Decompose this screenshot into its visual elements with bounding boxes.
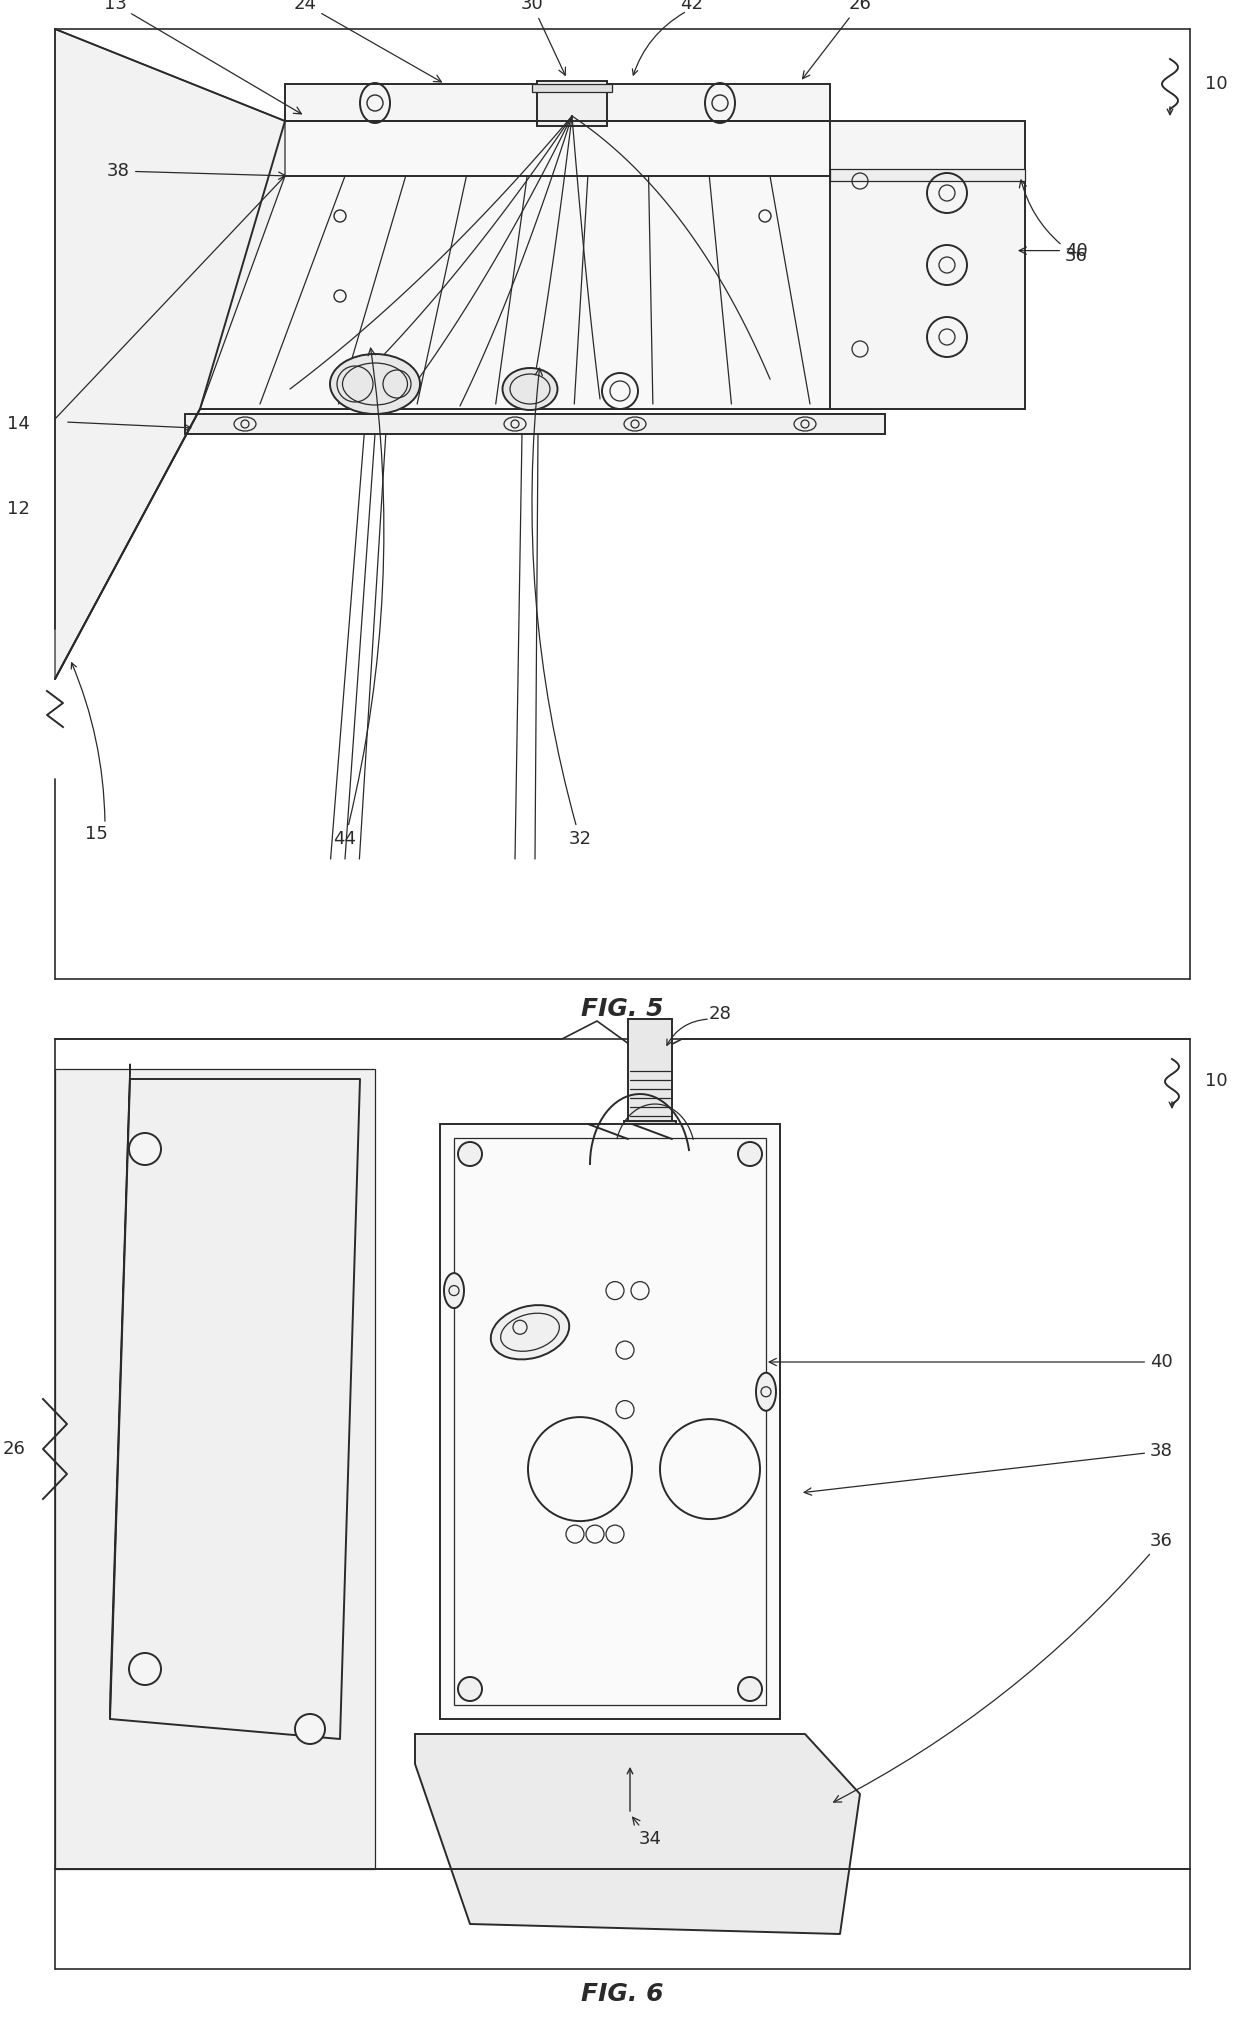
- Text: 28: 28: [708, 1004, 732, 1023]
- Bar: [285, 83, 830, 122]
- Polygon shape: [110, 1063, 130, 1719]
- Ellipse shape: [444, 1272, 464, 1309]
- Text: 34: 34: [632, 1818, 661, 1848]
- Text: 42: 42: [681, 0, 703, 12]
- Circle shape: [295, 1715, 325, 1745]
- Text: 10: 10: [1205, 75, 1228, 93]
- Circle shape: [129, 1654, 161, 1684]
- Text: 30: 30: [521, 0, 565, 75]
- Text: 26: 26: [2, 1441, 25, 1459]
- Text: 38: 38: [805, 1443, 1173, 1495]
- Text: 13: 13: [104, 0, 301, 114]
- Text: FIG. 5: FIG. 5: [580, 996, 663, 1021]
- Text: 44: 44: [334, 349, 384, 848]
- Text: FIG. 6: FIG. 6: [580, 1982, 663, 2007]
- Bar: [830, 168, 1025, 181]
- Polygon shape: [415, 1735, 861, 1934]
- Bar: [185, 414, 885, 434]
- Ellipse shape: [756, 1374, 776, 1410]
- Polygon shape: [55, 28, 285, 680]
- Text: 24: 24: [294, 0, 441, 81]
- Ellipse shape: [491, 1305, 569, 1359]
- Polygon shape: [200, 122, 870, 410]
- Circle shape: [738, 1678, 763, 1700]
- Text: 32: 32: [532, 367, 591, 848]
- Text: 38: 38: [107, 162, 286, 181]
- Text: 36: 36: [1019, 181, 1087, 266]
- Bar: [532, 83, 613, 91]
- Text: 40: 40: [769, 1353, 1173, 1372]
- Bar: [440, 1124, 780, 1719]
- Text: 26: 26: [802, 0, 872, 79]
- Circle shape: [129, 1132, 161, 1165]
- Text: 12: 12: [7, 499, 30, 517]
- Bar: [537, 81, 608, 126]
- Text: 15: 15: [86, 826, 108, 842]
- Circle shape: [458, 1142, 482, 1167]
- Ellipse shape: [330, 353, 420, 414]
- Text: 40: 40: [1019, 241, 1087, 260]
- Circle shape: [738, 1142, 763, 1167]
- Bar: [454, 1138, 766, 1704]
- Text: 14: 14: [7, 416, 30, 432]
- Ellipse shape: [502, 367, 558, 410]
- Bar: [627, 1019, 672, 1124]
- Bar: [624, 1120, 676, 1138]
- Bar: [55, 1069, 374, 1869]
- Bar: [830, 122, 1025, 410]
- Polygon shape: [110, 1079, 360, 1739]
- Circle shape: [458, 1678, 482, 1700]
- Text: 36: 36: [833, 1532, 1173, 1802]
- Text: 10: 10: [1205, 1071, 1228, 1090]
